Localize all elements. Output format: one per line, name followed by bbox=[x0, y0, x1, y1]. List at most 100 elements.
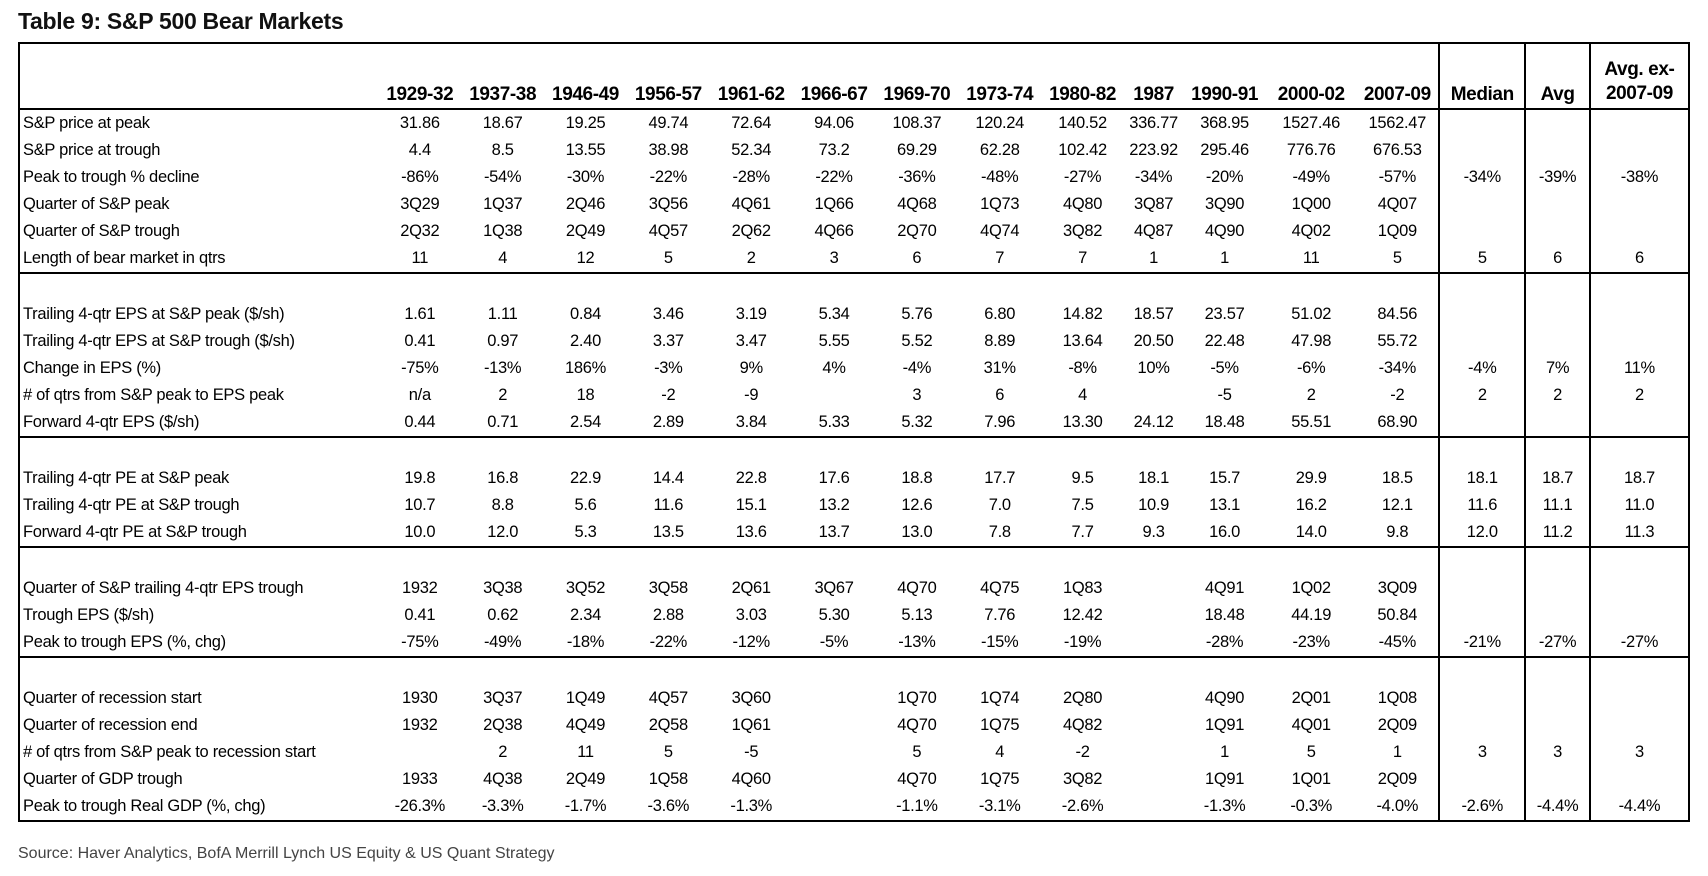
table-cell: 4Q49 bbox=[565, 716, 606, 734]
table-cell: 102.42 bbox=[1058, 141, 1107, 159]
table-cell bbox=[1588, 328, 1689, 355]
table-cell: 22.48 bbox=[1204, 332, 1245, 350]
table-cell: 2Q62 bbox=[731, 222, 771, 240]
table-cell: 4% bbox=[822, 359, 846, 377]
header-corner bbox=[19, 43, 379, 110]
table-cell: 84.56 bbox=[1377, 305, 1418, 323]
table-cell: -13% bbox=[898, 633, 936, 651]
table-cell: 18.1 bbox=[1138, 469, 1170, 487]
table-cell: 18.67 bbox=[482, 114, 523, 132]
table-row: S&P price at peak 31.86 18.67 19.25 49.74 72.… bbox=[19, 109, 1689, 137]
table-cell: 7.76 bbox=[984, 606, 1016, 624]
table-cell: 0.71 bbox=[487, 413, 519, 431]
table-cell: -57% bbox=[1378, 168, 1417, 186]
table-cell: 9.5 bbox=[1071, 469, 1094, 487]
table-cell: 16.0 bbox=[1209, 523, 1241, 541]
table-cell: -27% bbox=[1063, 168, 1102, 186]
table-cell: 1Q09 bbox=[1377, 222, 1417, 240]
table-cell: -5 bbox=[1217, 386, 1232, 404]
table-cell bbox=[1438, 328, 1526, 355]
table-row: Peak to trough Real GDP (%, chg) -26.3% -3… bbox=[19, 793, 1689, 821]
table-cell: 1Q58 bbox=[648, 770, 688, 788]
table-cell: 11.2 bbox=[1524, 519, 1590, 547]
table-cell bbox=[1524, 409, 1590, 437]
table-cell: 10.0 bbox=[404, 523, 436, 541]
row-label: # of qtrs from S&P peak to recession sta… bbox=[23, 743, 316, 761]
column-header: Avg. ex-2007-09 bbox=[1588, 43, 1689, 110]
table-cell: 4Q02 bbox=[1291, 222, 1331, 240]
table-cell: 2 bbox=[1588, 382, 1689, 409]
table-cell bbox=[1438, 602, 1526, 629]
table-cell: 108.37 bbox=[892, 114, 942, 132]
table-cell bbox=[1588, 109, 1689, 137]
table-cell: 9.8 bbox=[1386, 523, 1409, 541]
table-cell: 3Q38 bbox=[483, 579, 523, 597]
table-cell: 1527.46 bbox=[1282, 114, 1340, 132]
table-cell: 1Q66 bbox=[814, 195, 854, 213]
table-cell: 1Q37 bbox=[483, 195, 523, 213]
table-cell: 13.30 bbox=[1062, 413, 1103, 431]
row-label: Quarter of S&P trough bbox=[23, 222, 180, 240]
table-cell bbox=[1438, 109, 1526, 137]
row-label: Trailing 4-qtr PE at S&P trough bbox=[23, 496, 240, 514]
table-row: Peak to trough % decline -86% -54% -30% -22%… bbox=[19, 164, 1689, 191]
table-cell: 4Q87 bbox=[1133, 222, 1174, 240]
table-cell: 3Q52 bbox=[565, 579, 606, 597]
row-label: Trailing 4-qtr EPS at S&P peak ($/sh) bbox=[23, 305, 285, 323]
table-cell: 4Q57 bbox=[648, 222, 688, 240]
row-label: Quarter of recession end bbox=[23, 716, 198, 734]
table-cell: 5.33 bbox=[818, 413, 850, 431]
table-cell bbox=[1524, 109, 1590, 137]
table-cell: 2.40 bbox=[570, 332, 601, 350]
table-cell: 5 bbox=[1438, 245, 1526, 273]
table-cell bbox=[1524, 712, 1590, 739]
table-cell: 8.89 bbox=[984, 332, 1016, 350]
table-cell: 3.46 bbox=[652, 305, 684, 323]
table-cell: 1932 bbox=[402, 716, 438, 734]
table-cell: 120.24 bbox=[975, 114, 1025, 132]
table-cell: 4Q75 bbox=[980, 579, 1020, 597]
table-cell: -4.4% bbox=[1524, 793, 1590, 821]
section-divider bbox=[19, 436, 1689, 465]
table-cell: 6 bbox=[912, 249, 922, 267]
row-label: # of qtrs from S&P peak to EPS peak bbox=[23, 386, 284, 404]
table-cell: 4Q90 bbox=[1204, 222, 1245, 240]
table-cell: 18.8 bbox=[901, 469, 933, 487]
table-cell bbox=[1438, 137, 1526, 164]
table-cell: 73.2 bbox=[818, 141, 850, 159]
table-cell: -3.6% bbox=[647, 797, 690, 815]
table-cell: 2 bbox=[746, 249, 756, 267]
table-cell: 14.0 bbox=[1295, 523, 1327, 541]
table-cell: 7.7 bbox=[1071, 523, 1094, 541]
table-cell: 776.76 bbox=[1286, 141, 1336, 159]
table-cell: 6 bbox=[995, 386, 1005, 404]
table-row: Quarter of recession start 1930 3Q37 1Q49 4Q… bbox=[19, 685, 1689, 712]
table-cell: 1Q38 bbox=[483, 222, 523, 240]
table-cell bbox=[1438, 191, 1526, 218]
table-cell: -4% bbox=[1438, 355, 1526, 382]
table-cell bbox=[1588, 191, 1689, 218]
table-cell: 72.64 bbox=[731, 114, 772, 132]
table-cell bbox=[1438, 685, 1526, 712]
table-cell: 16.2 bbox=[1295, 496, 1327, 514]
table-cell: 5.3 bbox=[574, 523, 597, 541]
table-cell: 12.6 bbox=[901, 496, 933, 514]
table-cell bbox=[1124, 793, 1183, 821]
table-cell: 3.47 bbox=[735, 332, 767, 350]
table-cell: 10.7 bbox=[404, 496, 436, 514]
table-cell: -48% bbox=[981, 168, 1019, 186]
table-cell: 4Q91 bbox=[1204, 579, 1245, 597]
table-cell: 2.89 bbox=[652, 413, 684, 431]
table-cell: 2Q70 bbox=[897, 222, 937, 240]
table-cell: 9.3 bbox=[1142, 523, 1165, 541]
table-cell: -3.1% bbox=[978, 797, 1021, 815]
table-cell: 676.53 bbox=[1372, 141, 1422, 159]
table-cell: 4Q38 bbox=[483, 770, 523, 788]
table-cell: 1.11 bbox=[487, 305, 518, 323]
table-cell: 4Q07 bbox=[1377, 195, 1417, 213]
table-cell: 4Q01 bbox=[1291, 716, 1331, 734]
table-cell: 1Q91 bbox=[1204, 716, 1245, 734]
table-cell: -5% bbox=[1210, 359, 1239, 377]
table-cell: 3Q60 bbox=[731, 689, 771, 707]
table-cell bbox=[1124, 766, 1183, 793]
